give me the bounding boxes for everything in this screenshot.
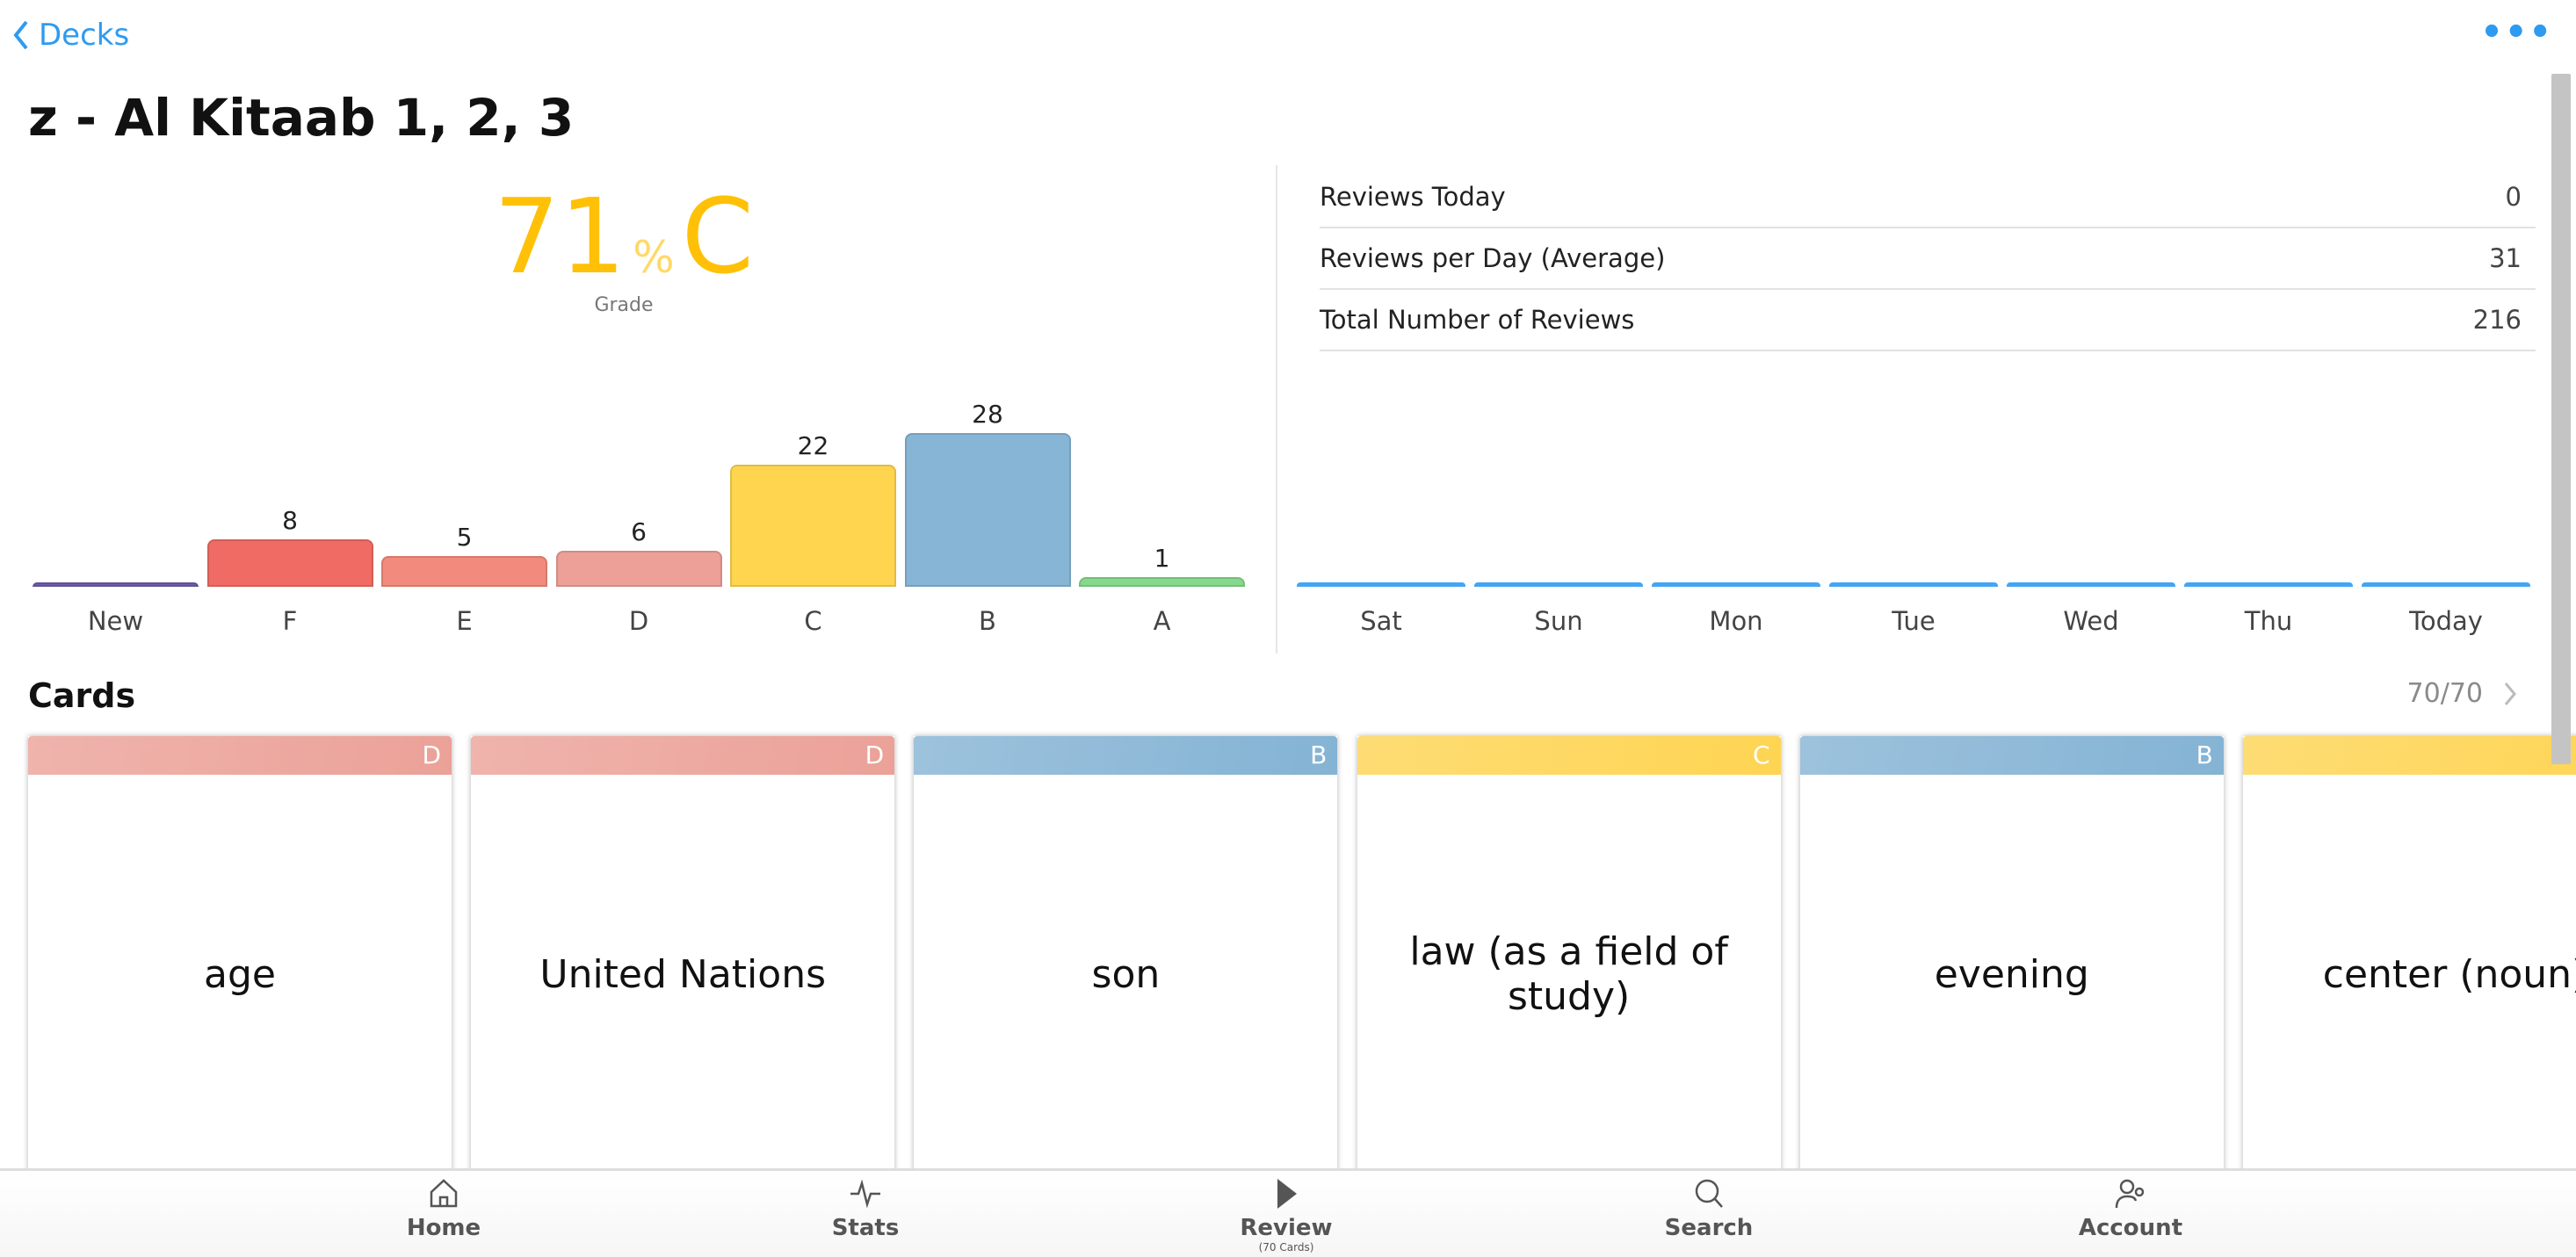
stat-label: Total Number of Reviews [1320, 305, 1635, 335]
stat-value: 31 [2489, 243, 2522, 273]
grade-display: 71 %C [0, 176, 1248, 297]
review-bar-label: Sat [1360, 606, 1402, 636]
review-bar-tue [1829, 582, 1998, 587]
tab-search[interactable]: Search [1621, 1176, 1797, 1241]
tab-label: Search [1664, 1215, 1754, 1241]
bar-d [555, 550, 722, 587]
card-text: son [1091, 951, 1161, 997]
card-grade-badge [2243, 736, 2576, 775]
divider [1276, 165, 1277, 654]
review-bar-label: Tue [1892, 606, 1936, 636]
bar-value: 22 [797, 431, 829, 461]
review-bar-sat [1297, 582, 1465, 587]
card-text: age [204, 951, 276, 997]
stat-row: Reviews per Day (Average) 31 [1320, 228, 2536, 290]
review-bar-label: Mon [1709, 606, 1763, 636]
stat-label: Reviews Today [1320, 182, 1506, 212]
review-bar-sun [1474, 582, 1643, 587]
bar-label: D [628, 606, 649, 636]
bar-value: 1 [1154, 543, 1170, 573]
card-text: evening [1934, 951, 2089, 997]
bar-label: E [456, 606, 473, 636]
scrollbar[interactable] [2551, 74, 2571, 764]
bar-new [33, 582, 199, 587]
tab-label: Stats [831, 1215, 900, 1241]
card-grade-badge: B [1799, 736, 2224, 775]
review-bar-thu [2184, 582, 2353, 587]
home-icon [430, 1179, 458, 1208]
tab-label: Home [406, 1215, 481, 1241]
review-bar-today [2362, 582, 2530, 587]
cards-heading: Cards [28, 676, 136, 715]
stat-label: Reviews per Day (Average) [1320, 243, 1666, 273]
cards-count-link[interactable]: 70/70 [2407, 678, 2516, 709]
tab-home[interactable]: Home [356, 1176, 532, 1241]
back-label: Decks [39, 18, 130, 53]
stat-row: Total Number of Reviews 216 [1320, 290, 2536, 351]
bar-f [206, 539, 373, 587]
bar-label: C [804, 606, 822, 636]
flashcard[interactable]: D United Nations [471, 736, 895, 1175]
stats-icon [850, 1179, 880, 1209]
grade-percent: 71 [493, 176, 626, 297]
review-bar-label: Wed [2063, 606, 2119, 636]
page-title: z - Al Kitaab 1, 2, 3 [28, 88, 575, 148]
grade-label: Grade [594, 294, 654, 316]
stat-value: 216 [2472, 305, 2522, 335]
review-bar-label: Today [2409, 606, 2483, 636]
review-bar-label: Thu [2244, 606, 2293, 636]
review-bar-mon [1652, 582, 1820, 587]
cards-count: 70/70 [2406, 678, 2483, 709]
tab-stats[interactable]: Stats [778, 1176, 953, 1241]
account-icon [2115, 1179, 2145, 1209]
bar-e [381, 555, 547, 587]
stat-row: Reviews Today 0 [1320, 167, 2536, 228]
stat-value: 0 [2505, 182, 2522, 212]
tab-sublabel: (70 Cards) [1258, 1241, 1314, 1253]
percent-sign: % [633, 232, 675, 283]
tab-label: Account [2078, 1215, 2183, 1241]
bar-value: 28 [972, 400, 1003, 429]
bar-label: A [1153, 606, 1171, 636]
card-text: law (as a field of study) [1409, 929, 1728, 1019]
card-text: United Nations [539, 951, 826, 997]
bar-value: 5 [456, 522, 473, 552]
bar-b [904, 433, 1071, 587]
card-grade-badge: D [28, 736, 452, 775]
bar-label: New [87, 606, 144, 636]
chevron-left-icon [13, 20, 28, 50]
flashcard[interactable]: center (noun) [2243, 736, 2576, 1175]
bar-label: B [979, 606, 996, 636]
card-grade-badge: C [1357, 736, 1781, 775]
more-options-button[interactable]: ••• [2480, 12, 2553, 53]
tab-review[interactable]: Review (70 Cards) [1198, 1176, 1374, 1253]
chevron-right-icon [2504, 682, 2516, 705]
tab-label: Review [1240, 1215, 1333, 1241]
tab-account[interactable]: Account [2043, 1176, 2218, 1241]
search-icon [1695, 1179, 1723, 1208]
bottom-tab-bar: Home Stats Review (70 Cards) Search Account [0, 1168, 2576, 1257]
bar-c [730, 465, 896, 587]
bar-a [1079, 576, 1245, 587]
card-grade-badge: B [914, 736, 1338, 775]
play-icon [1277, 1179, 1297, 1209]
bar-value: 6 [631, 517, 647, 546]
bar-value: 8 [282, 506, 298, 536]
back-button[interactable]: Decks [12, 18, 129, 53]
review-bar-wed [2007, 582, 2175, 587]
review-bar-label: Sun [1534, 606, 1583, 636]
card-grade-badge: D [471, 736, 895, 775]
bar-label: F [282, 606, 298, 636]
card-text: center (noun) [2322, 951, 2576, 997]
grade-letter: C [681, 176, 755, 297]
